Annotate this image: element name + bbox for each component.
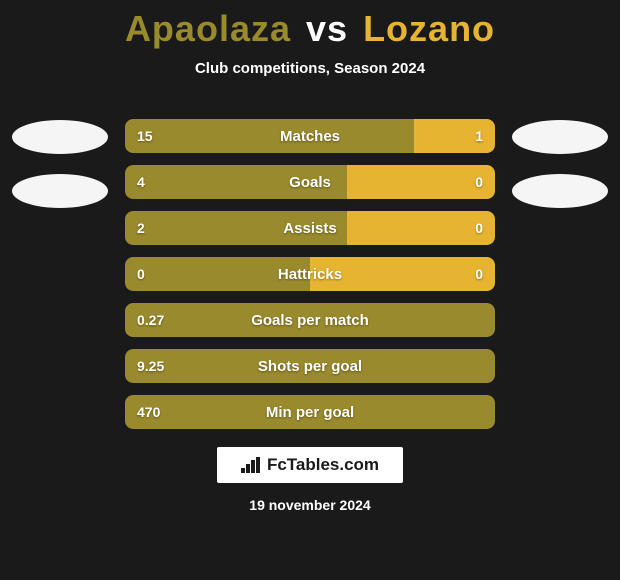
- logo-text: FcTables.com: [267, 455, 379, 475]
- stat-label: Hattricks: [125, 257, 495, 291]
- avatar-placeholder: [12, 120, 108, 154]
- logo-box: FcTables.com: [217, 447, 403, 483]
- player2-name: Lozano: [363, 8, 495, 49]
- stat-bar: Goals per match0.27: [125, 303, 495, 337]
- stat-bar: Shots per goal9.25: [125, 349, 495, 383]
- avatar-placeholder: [512, 120, 608, 154]
- stat-value-left: 470: [137, 395, 160, 429]
- avatar-placeholder: [12, 174, 108, 208]
- stat-value-right: 0: [475, 211, 483, 245]
- player1-avatars: [12, 120, 108, 208]
- stat-value-left: 0.27: [137, 303, 164, 337]
- chart-icon: [241, 457, 261, 473]
- subtitle: Club competitions, Season 2024: [195, 60, 425, 77]
- stat-bar: Min per goal470: [125, 395, 495, 429]
- stat-bar: Goals4 0: [125, 165, 495, 199]
- stat-value-left: 2: [137, 211, 145, 245]
- stat-value-right: 0: [475, 257, 483, 291]
- stat-value-left: 9.25: [137, 349, 164, 383]
- vs-text: vs: [306, 8, 348, 49]
- stat-label: Min per goal: [125, 395, 495, 429]
- stat-label: Matches: [125, 119, 495, 153]
- stat-value-right: 0: [475, 165, 483, 199]
- stat-label: Assists: [125, 211, 495, 245]
- comparison-title: Apaolaza vs Lozano: [125, 8, 495, 50]
- stat-label: Goals: [125, 165, 495, 199]
- stat-value-left: 15: [137, 119, 153, 153]
- stat-value-right: 1: [475, 119, 483, 153]
- stat-value-left: 0: [137, 257, 145, 291]
- stat-bar: Matches15 1: [125, 119, 495, 153]
- stats-bars: Matches151Goals40Assists20Hattricks00Goa…: [125, 119, 495, 429]
- stat-label: Shots per goal: [125, 349, 495, 383]
- player2-avatars: [512, 120, 608, 208]
- stat-bar: Assists2 0: [125, 211, 495, 245]
- stat-bar: Hattricks0 0: [125, 257, 495, 291]
- stat-value-left: 4: [137, 165, 145, 199]
- player1-name: Apaolaza: [125, 8, 291, 49]
- date-text: 19 november 2024: [249, 497, 370, 513]
- stat-label: Goals per match: [125, 303, 495, 337]
- avatar-placeholder: [512, 174, 608, 208]
